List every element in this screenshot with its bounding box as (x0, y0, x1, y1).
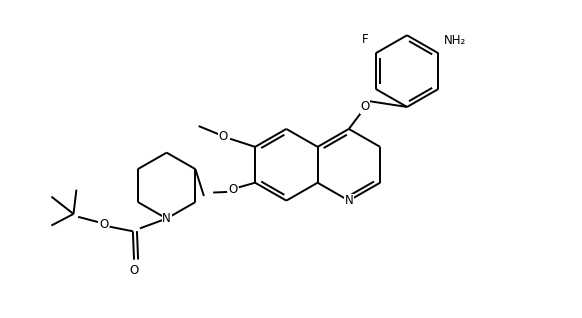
Text: O: O (99, 218, 108, 231)
Text: NH₂: NH₂ (444, 34, 466, 47)
Text: N: N (345, 194, 353, 207)
Text: O: O (228, 183, 237, 196)
Text: N: N (162, 212, 171, 225)
Text: O: O (218, 130, 228, 143)
Text: O: O (129, 264, 139, 277)
Text: F: F (362, 33, 369, 46)
Text: O: O (360, 100, 370, 114)
